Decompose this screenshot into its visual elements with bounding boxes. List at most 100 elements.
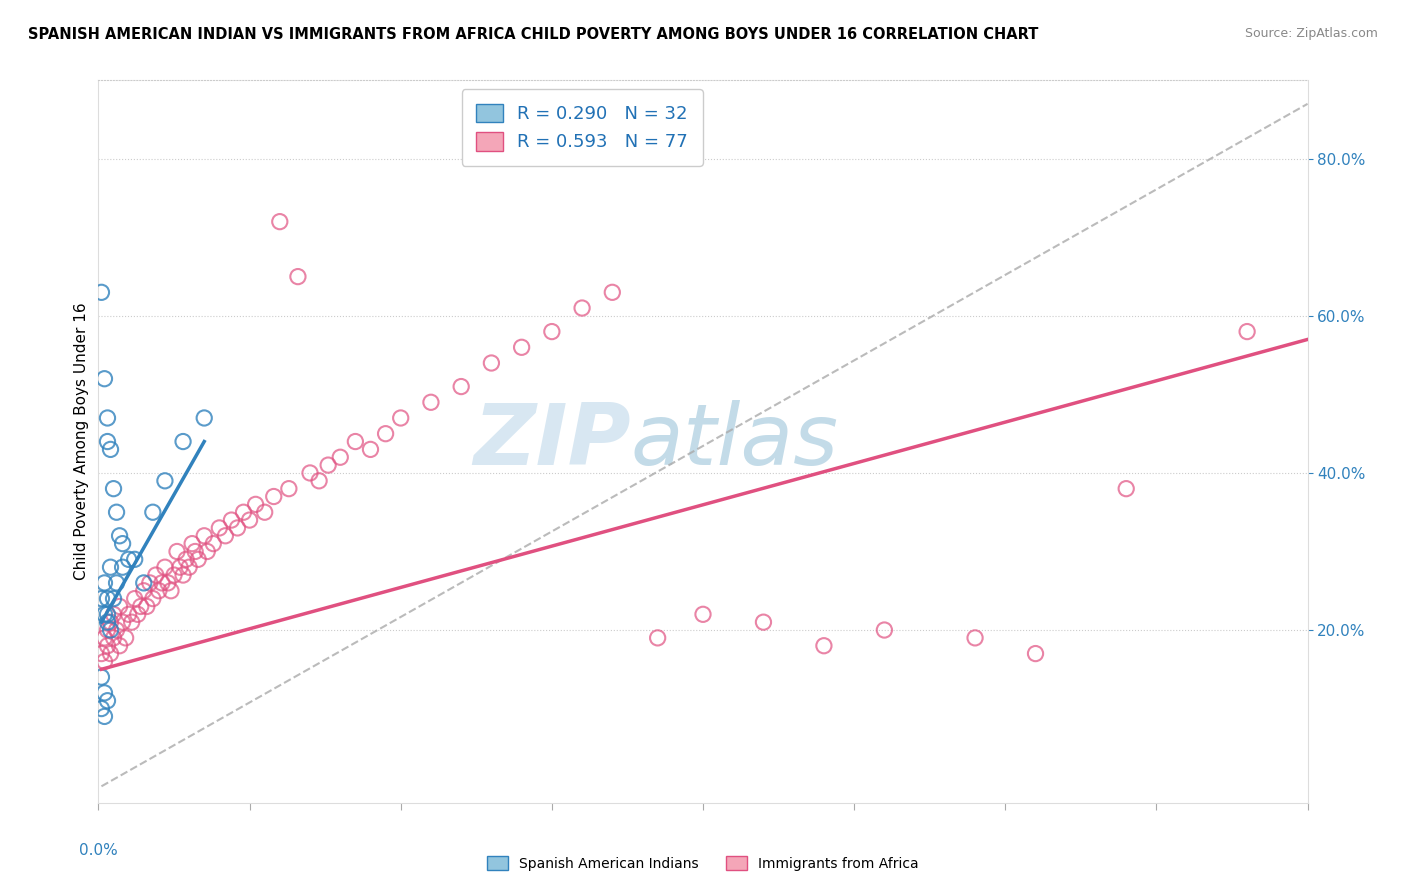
Point xyxy=(156,575,179,590)
Point xyxy=(344,434,367,449)
Point xyxy=(153,474,176,488)
Point xyxy=(602,285,624,300)
Text: Source: ZipAtlas.com: Source: ZipAtlas.com xyxy=(1244,27,1378,40)
Point xyxy=(481,356,503,370)
Point xyxy=(232,505,254,519)
Point xyxy=(153,560,176,574)
Point xyxy=(374,426,396,441)
Point xyxy=(184,544,207,558)
Point xyxy=(105,575,128,590)
Point xyxy=(93,709,115,723)
Point xyxy=(208,521,231,535)
Point xyxy=(193,411,215,425)
Point xyxy=(329,450,352,465)
Point xyxy=(169,560,191,574)
Point xyxy=(100,647,122,661)
Point xyxy=(450,379,472,393)
Point xyxy=(132,575,155,590)
Point xyxy=(103,631,125,645)
Point xyxy=(90,670,112,684)
Point xyxy=(118,607,141,622)
Point xyxy=(263,490,285,504)
Point xyxy=(124,552,146,566)
Point xyxy=(96,434,118,449)
Point xyxy=(179,560,201,574)
Point xyxy=(174,552,197,566)
Point xyxy=(96,623,118,637)
Point xyxy=(360,442,382,457)
Text: SPANISH AMERICAN INDIAN VS IMMIGRANTS FROM AFRICA CHILD POVERTY AMONG BOYS UNDER: SPANISH AMERICAN INDIAN VS IMMIGRANTS FR… xyxy=(28,27,1039,42)
Point xyxy=(108,599,131,614)
Text: ZIP: ZIP xyxy=(472,400,630,483)
Point xyxy=(90,647,112,661)
Point xyxy=(105,505,128,519)
Point xyxy=(193,529,215,543)
Text: 0.0%: 0.0% xyxy=(79,843,118,857)
Point xyxy=(187,552,209,566)
Point xyxy=(111,536,134,550)
Point xyxy=(118,552,141,566)
Point xyxy=(202,536,225,550)
Point xyxy=(245,497,267,511)
Point xyxy=(100,442,122,457)
Point xyxy=(160,583,183,598)
Point xyxy=(96,607,118,622)
Point xyxy=(139,575,162,590)
Point xyxy=(221,513,243,527)
Point xyxy=(571,301,593,315)
Point xyxy=(93,686,115,700)
Point xyxy=(299,466,322,480)
Point xyxy=(93,372,115,386)
Legend: Spanish American Indians, Immigrants from Africa: Spanish American Indians, Immigrants fro… xyxy=(481,850,925,876)
Point xyxy=(121,615,143,630)
Point xyxy=(308,474,330,488)
Point xyxy=(163,568,186,582)
Point xyxy=(226,521,249,535)
Point xyxy=(269,214,291,228)
Point xyxy=(103,482,125,496)
Point xyxy=(540,325,562,339)
Point xyxy=(647,631,669,645)
Point xyxy=(214,529,236,543)
Point xyxy=(277,482,299,496)
Point xyxy=(420,395,443,409)
Point xyxy=(93,607,115,622)
Point xyxy=(873,623,896,637)
Point xyxy=(96,639,118,653)
Point xyxy=(239,513,262,527)
Point xyxy=(96,615,118,630)
Point xyxy=(195,544,218,558)
Point xyxy=(93,655,115,669)
Point xyxy=(813,639,835,653)
Point xyxy=(316,458,339,472)
Point xyxy=(142,591,165,606)
Point xyxy=(965,631,987,645)
Point xyxy=(692,607,714,622)
Point xyxy=(129,599,152,614)
Point xyxy=(132,583,155,598)
Point xyxy=(93,631,115,645)
Point xyxy=(103,591,125,606)
Point xyxy=(166,544,188,558)
Point xyxy=(100,615,122,630)
Point xyxy=(145,568,167,582)
Point xyxy=(135,599,157,614)
Point xyxy=(150,575,173,590)
Point xyxy=(510,340,533,354)
Point xyxy=(253,505,276,519)
Point xyxy=(172,568,194,582)
Point xyxy=(124,591,146,606)
Point xyxy=(100,560,122,574)
Point xyxy=(105,623,128,637)
Text: atlas: atlas xyxy=(630,400,838,483)
Point xyxy=(96,694,118,708)
Point xyxy=(93,575,115,590)
Point xyxy=(127,607,149,622)
Point xyxy=(96,591,118,606)
Point xyxy=(287,269,309,284)
Point xyxy=(1024,647,1046,661)
Point xyxy=(111,560,134,574)
Point xyxy=(100,623,122,637)
Point xyxy=(90,701,112,715)
Point xyxy=(389,411,412,425)
